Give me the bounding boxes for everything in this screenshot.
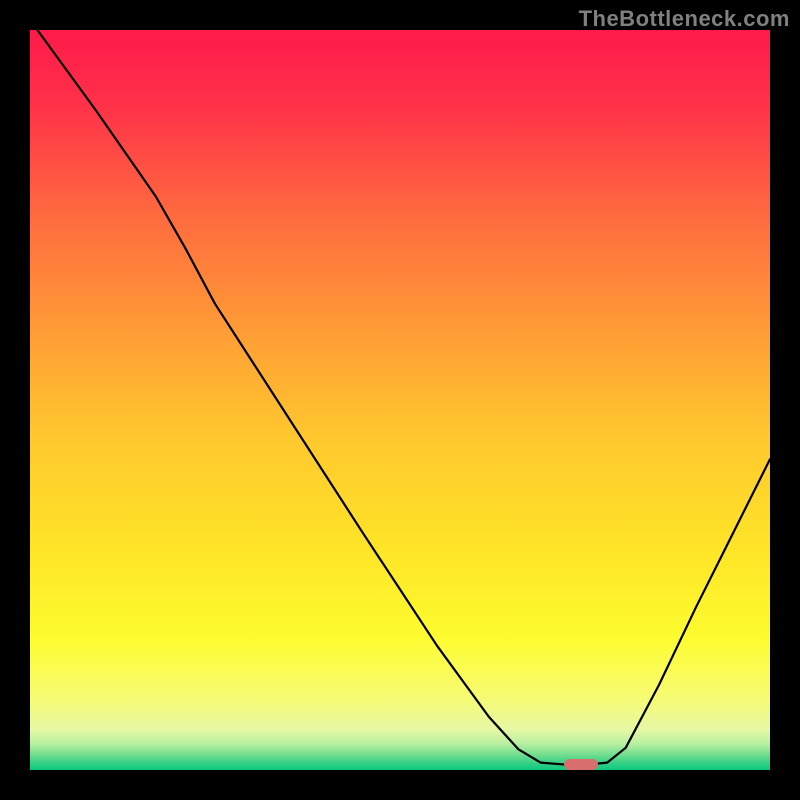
optimum-marker [564, 759, 598, 770]
plot-area [30, 30, 770, 770]
bottleneck-curve [30, 30, 770, 770]
watermark-text: TheBottleneck.com [579, 6, 790, 32]
